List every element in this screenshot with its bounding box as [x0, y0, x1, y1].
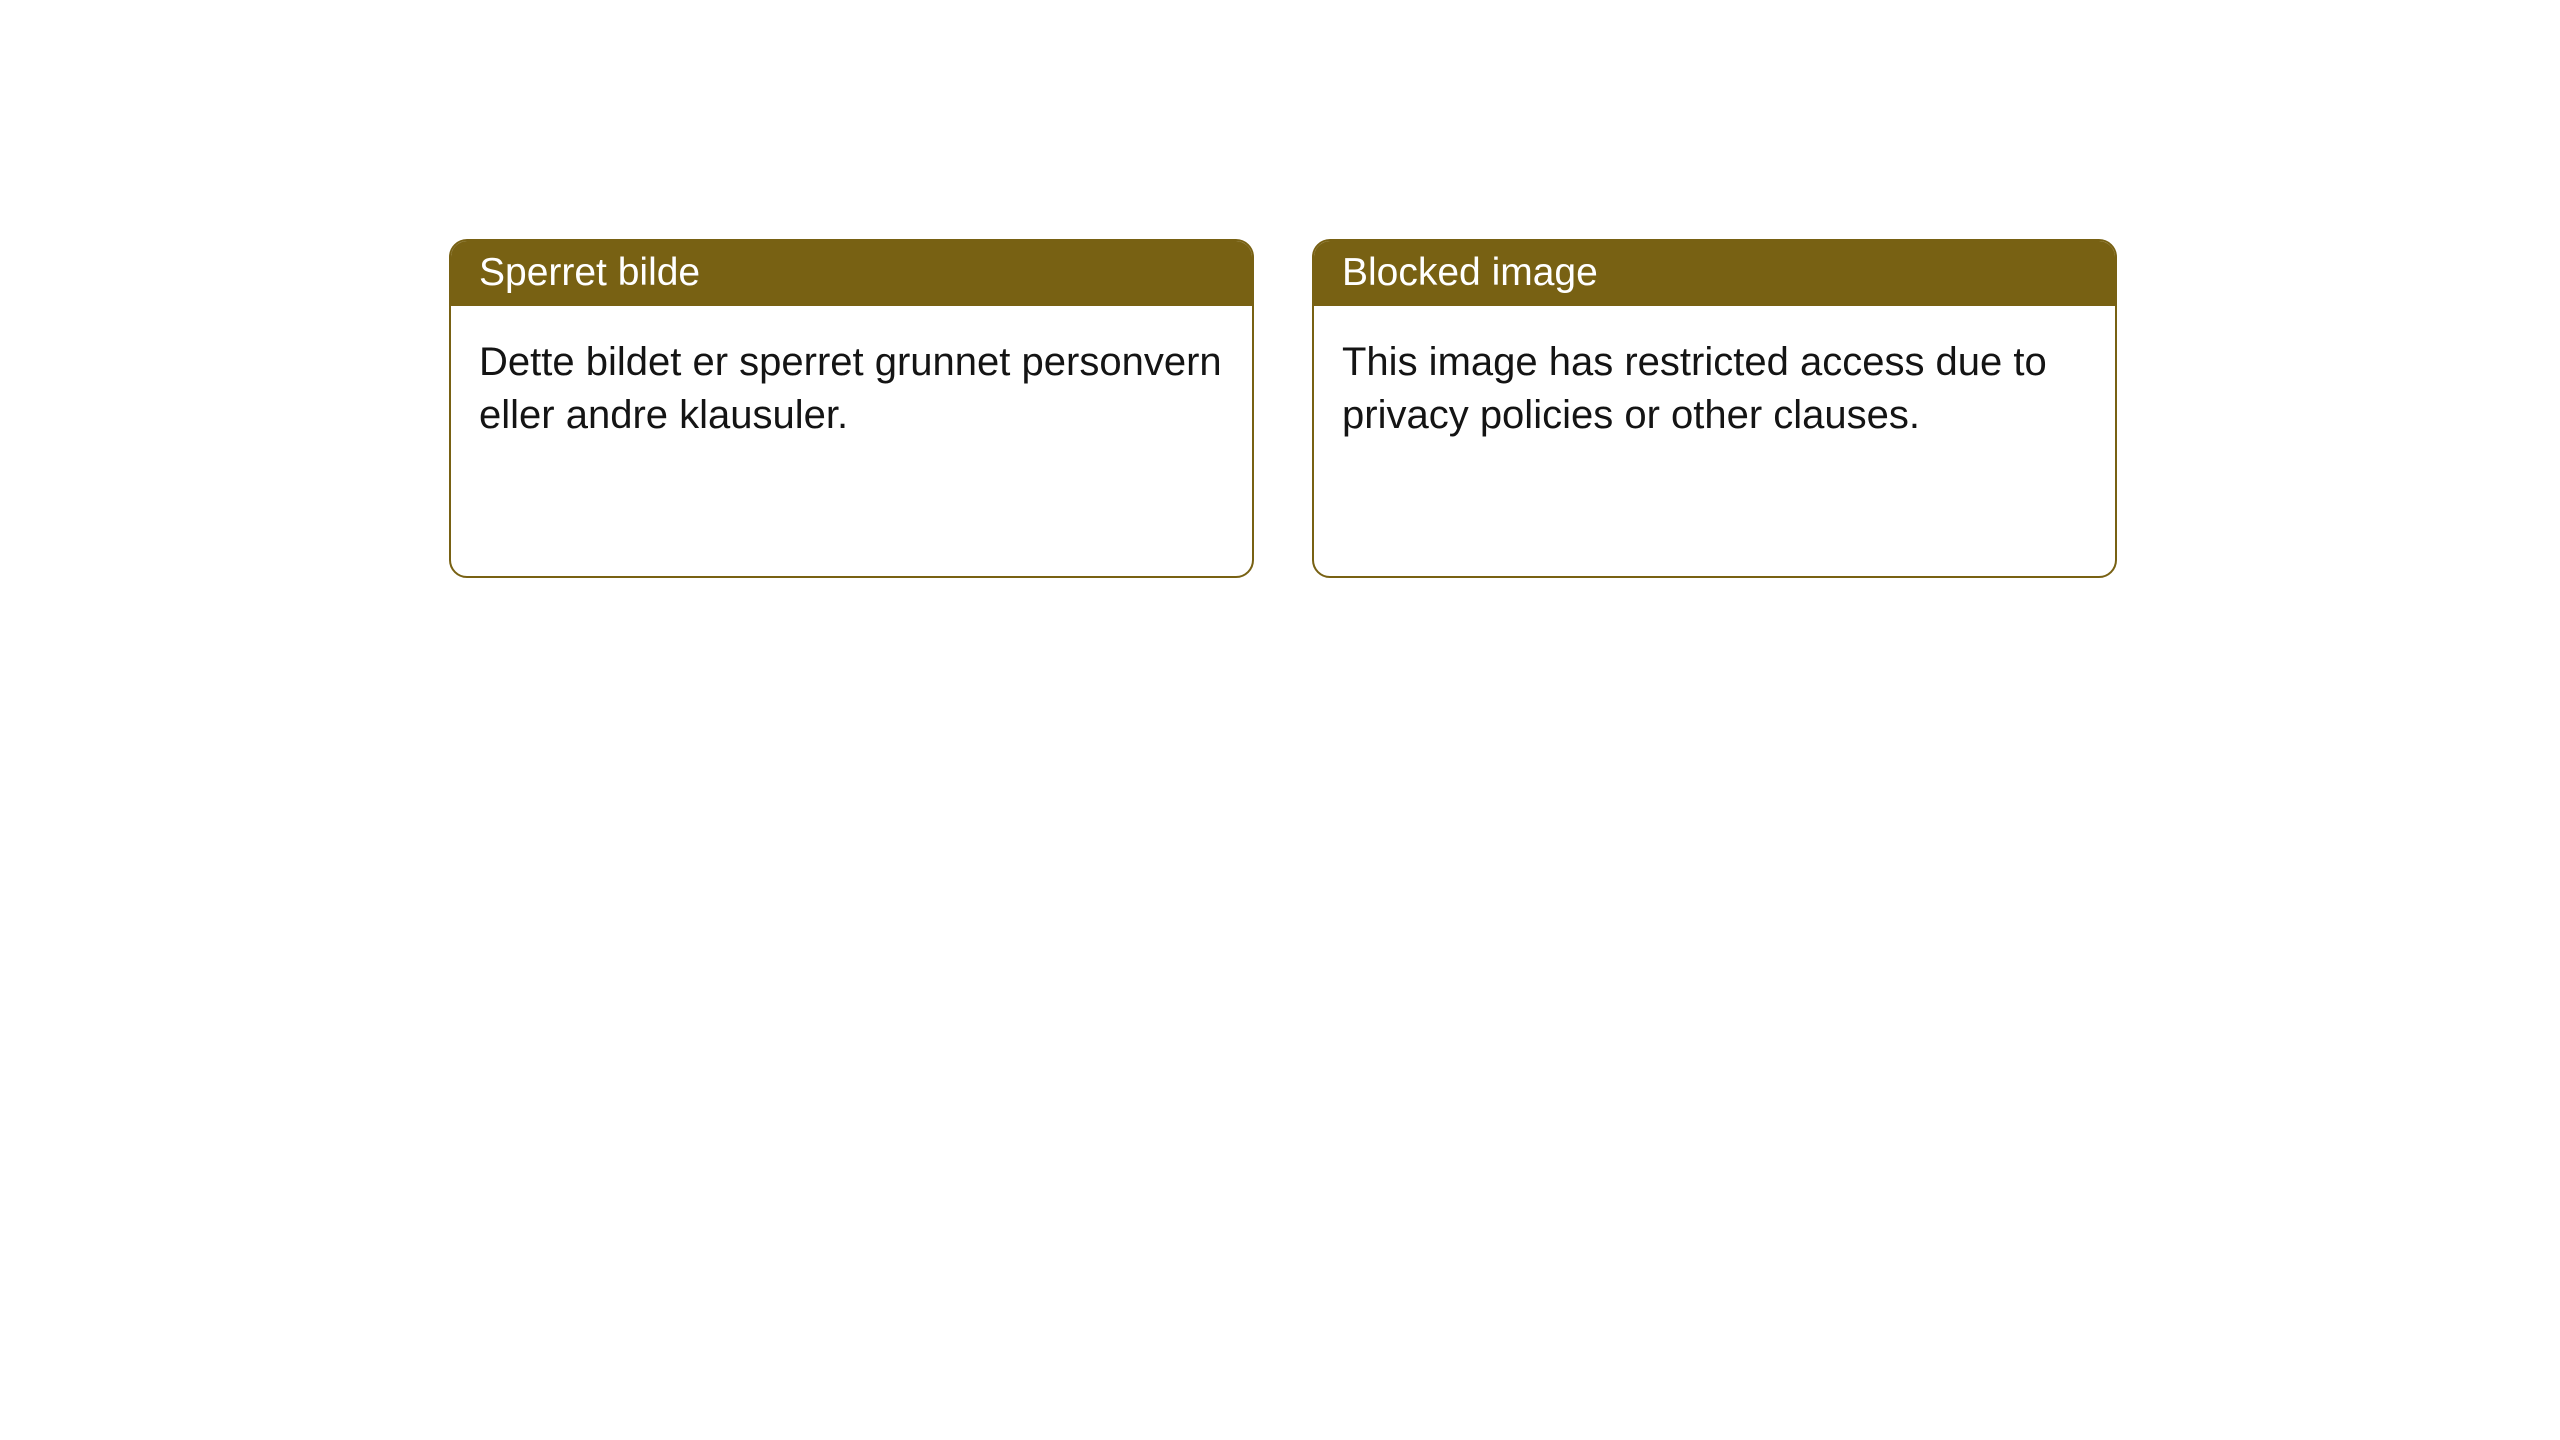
notice-body: Dette bildet er sperret grunnet personve…	[451, 306, 1252, 576]
notice-card-norwegian: Sperret bilde Dette bildet er sperret gr…	[449, 239, 1254, 578]
notice-header: Blocked image	[1314, 241, 2115, 306]
notice-container: Sperret bilde Dette bildet er sperret gr…	[0, 0, 2560, 578]
notice-header: Sperret bilde	[451, 241, 1252, 306]
notice-card-english: Blocked image This image has restricted …	[1312, 239, 2117, 578]
notice-body: This image has restricted access due to …	[1314, 306, 2115, 576]
